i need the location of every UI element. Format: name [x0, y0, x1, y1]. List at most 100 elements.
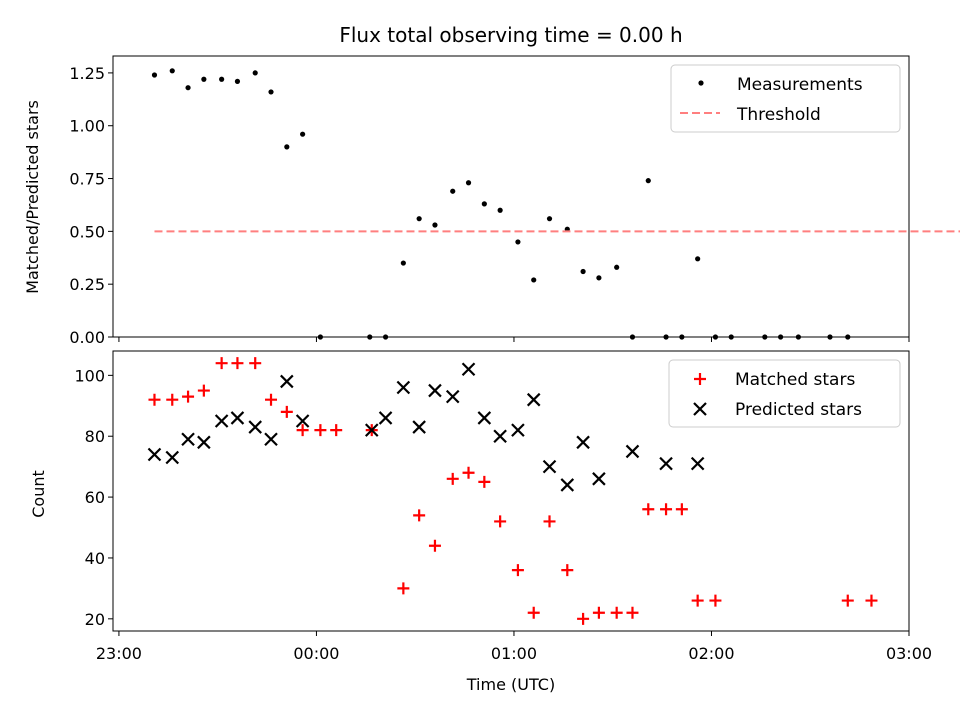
matched-stars-point: [462, 466, 475, 479]
predicted-stars-point: [147, 447, 162, 462]
predicted-stars-point: [560, 478, 575, 492]
top-y-tick-label: 0.00: [69, 328, 105, 347]
matched-stars-point: [330, 424, 343, 437]
matched-stars-point: [166, 393, 179, 406]
matched-stars-point: [182, 390, 195, 403]
legend-predicted-label: Predicted stars: [735, 400, 862, 420]
predicted-stars-point: [428, 383, 442, 398]
matched-stars-point: [642, 503, 655, 516]
measurements-point: [481, 201, 487, 207]
matched-stars-point: [675, 503, 688, 516]
predicted-stars-point: [165, 450, 180, 465]
x-axis-label: Time (UTC): [466, 675, 555, 694]
measurements-point: [400, 260, 406, 266]
matched-stars-point: [709, 594, 722, 607]
legend-measurements-marker: [698, 80, 704, 86]
predicted-stars-point: [461, 362, 476, 377]
predicted-stars-point: [230, 411, 245, 425]
measurements-point: [151, 72, 158, 78]
top-y-axis-label: Matched/Predicted stars: [23, 100, 42, 294]
measurements-point: [169, 68, 175, 74]
bottom-y-tick-label: 80: [85, 427, 105, 446]
measurements-point: [497, 207, 503, 213]
x-tick-label: 03:00: [886, 644, 932, 663]
matched-stars-point: [215, 357, 228, 370]
matched-stars-point: [865, 594, 878, 607]
matched-stars-point: [527, 606, 540, 619]
predicted-stars-point: [364, 423, 379, 437]
bottom-y-tick-label: 40: [85, 549, 105, 568]
bottom-y-tick-label: 20: [85, 610, 105, 629]
measurements-point: [416, 216, 422, 222]
measurements-point: [284, 144, 290, 150]
x-tick-label: 02:00: [688, 644, 734, 663]
predicted-stars-point: [542, 459, 557, 474]
matched-stars-point: [280, 405, 293, 418]
predicted-stars-point: [280, 374, 294, 389]
measurements-point: [450, 188, 456, 194]
bottom-y-tick-label: 100: [74, 366, 105, 385]
measurements-point: [268, 89, 274, 95]
legend-measurements-label: Measurements: [737, 75, 863, 95]
bottom-legend-box: [668, 359, 901, 428]
matched-stars-point: [428, 539, 441, 552]
measurements-point: [465, 180, 472, 186]
predicted-stars-point: [493, 429, 507, 443]
x-tick-label: 23:00: [96, 644, 142, 663]
measurements-point: [596, 275, 602, 281]
matched-stars-point: [148, 393, 161, 406]
bottom-plot-area: 20 40 60 80 100 23:00 00:00 01:00 02:00 03:00: [74, 357, 932, 663]
predicted-stars-point: [690, 456, 705, 471]
matched-stars-point: [249, 357, 262, 370]
measurements-point: [531, 277, 537, 283]
measurements-point: [201, 76, 207, 82]
matched-stars-point: [397, 582, 410, 595]
predicted-stars-point: [181, 432, 195, 447]
top-legend-box: [670, 64, 901, 133]
measurements-point: [432, 222, 438, 228]
x-tick-label: 01:00: [491, 644, 537, 663]
predicted-stars-point: [526, 392, 541, 407]
bottom-y-tick-label: 60: [85, 488, 105, 507]
matched-stars-point: [265, 393, 278, 406]
matched-stars-point: [592, 606, 605, 619]
matched-stars-point: [841, 594, 854, 607]
measurements-point: [234, 78, 241, 84]
legend-matched-marker: [694, 373, 706, 385]
matched-stars-point: [610, 606, 623, 619]
top-legend: Measurements Threshold: [670, 64, 901, 133]
measurements-point: [695, 256, 701, 262]
measurements-point: [219, 76, 225, 82]
measurements-point: [185, 85, 191, 91]
top-panel: Flux total observing time = 0.00 h Match…: [23, 23, 960, 347]
matched-stars-point: [197, 384, 210, 397]
measurements-point: [515, 239, 521, 245]
top-plot-area: 0.00 0.25 0.50 0.75 1.00 1.25: [69, 64, 960, 347]
legend-predicted-marker: [693, 402, 707, 416]
matched-stars-point: [478, 475, 491, 488]
matched-stars-point: [296, 424, 309, 437]
predicted-stars-point: [625, 444, 640, 459]
x-tick-label: 00:00: [293, 644, 339, 663]
bottom-y-axis-label: Count: [29, 470, 48, 518]
measurements-point: [546, 216, 553, 222]
matched-stars-point: [413, 509, 426, 522]
top-y-tick-label: 0.50: [69, 222, 105, 241]
measurements-point: [300, 131, 306, 137]
predicted-stars-point: [197, 435, 211, 450]
matched-stars-point: [691, 594, 704, 607]
matched-stars-point: [231, 357, 244, 370]
predicted-stars-point: [378, 411, 393, 425]
matched-stars-point: [314, 424, 327, 437]
predicted-stars-point: [412, 420, 426, 434]
bottom-legend: Matched stars Predicted stars: [668, 359, 901, 428]
chart-title: Flux total observing time = 0.00 h: [339, 23, 682, 47]
top-y-tick-label: 0.25: [69, 275, 105, 294]
legend-matched-label: Matched stars: [735, 370, 855, 390]
predicted-stars-point: [576, 435, 590, 450]
matched-stars-point: [577, 612, 590, 625]
measurements-point: [580, 268, 586, 275]
measurements-point: [252, 70, 258, 76]
top-y-tick-label: 1.25: [69, 64, 105, 83]
measurements-point: [645, 178, 651, 184]
